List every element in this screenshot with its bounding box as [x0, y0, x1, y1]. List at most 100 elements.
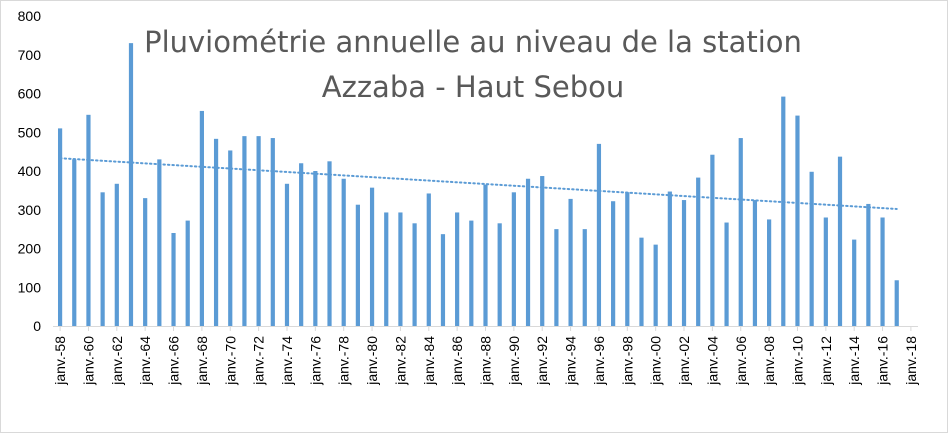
bar [866, 203, 871, 326]
bar [341, 178, 346, 326]
x-tick-label: janv.-72 [251, 336, 267, 386]
bar [639, 237, 644, 326]
x-tick-label: janv.-18 [903, 336, 919, 386]
bar [213, 138, 219, 326]
x-tick-label: janv.-76 [307, 336, 323, 386]
x-axis-tickmarks [59, 326, 912, 331]
x-tick-label: janv.-88 [478, 336, 494, 386]
x-tick-label: janv.-74 [279, 336, 295, 386]
bar [653, 244, 658, 327]
bar [398, 212, 403, 326]
bar [795, 115, 800, 326]
trendline [59, 157, 898, 210]
y-tick-label: 600 [18, 86, 42, 102]
x-tick-label: janv.-02 [676, 336, 692, 386]
x-tick-label: janv.-92 [534, 336, 550, 386]
bar [57, 128, 63, 327]
x-tick-label: janv.-94 [563, 336, 579, 386]
bar [667, 191, 672, 326]
bar [256, 136, 261, 327]
y-tick-label: 100 [18, 279, 42, 295]
bar [582, 229, 587, 327]
bar [767, 219, 772, 326]
bar [469, 220, 474, 326]
bar [511, 192, 516, 326]
bar [738, 138, 743, 326]
y-tick-label: 0 [33, 318, 41, 334]
x-tick-label: janv.-68 [194, 336, 210, 386]
bar [228, 150, 233, 326]
bar [284, 183, 290, 326]
bar [327, 161, 332, 326]
bar [455, 212, 460, 326]
bar [611, 201, 616, 326]
x-axis-tick-labels: janv.-58 janv.-60 janv.-62 janv.-64 janv.-66… [52, 336, 919, 386]
bar [355, 204, 360, 326]
y-tick-label: 200 [18, 241, 42, 257]
x-tick-label: janv.-06 [733, 336, 749, 386]
bar [128, 43, 134, 327]
bar [525, 178, 531, 326]
bar [710, 154, 715, 326]
x-tick-label: janv.-60 [80, 336, 96, 386]
x-tick-label: janv.-86 [449, 336, 465, 386]
bar [823, 217, 828, 326]
x-tick-label: janv.-64 [137, 336, 153, 386]
y-tick-label: 300 [18, 202, 42, 218]
bar [412, 223, 417, 326]
bar [369, 187, 375, 326]
bar [596, 143, 602, 327]
y-tick-label: 800 [18, 8, 42, 24]
bar [483, 184, 488, 326]
bar [724, 222, 729, 326]
bar [114, 183, 119, 326]
x-tick-label: janv.-66 [166, 336, 182, 386]
bar [185, 220, 190, 326]
x-tick-label: janv.-82 [392, 336, 408, 386]
bar [696, 177, 701, 326]
bar [270, 138, 275, 326]
bar [554, 229, 559, 327]
x-tick-label: janv.-04 [704, 336, 720, 386]
bar [242, 136, 247, 327]
bar [157, 159, 162, 327]
y-tick-label: 500 [18, 124, 42, 140]
bar [781, 96, 786, 326]
x-tick-label: janv.-08 [761, 336, 777, 386]
x-tick-label: janv.-96 [591, 336, 607, 386]
bar [440, 234, 446, 326]
y-tick-label: 700 [18, 47, 42, 63]
bar [880, 217, 885, 326]
bar [752, 200, 758, 326]
bar [894, 280, 899, 326]
bar [497, 223, 502, 326]
bar [72, 159, 77, 327]
x-tick-label: janv.-98 [619, 336, 635, 386]
x-tick-label: janv.-58 [52, 336, 68, 386]
bar [426, 193, 431, 326]
bar [171, 233, 176, 326]
bar [852, 239, 857, 326]
x-tick-label: janv.-14 [846, 336, 862, 386]
x-tick-label: janv.-10 [789, 336, 805, 386]
x-tick-label: janv.-78 [336, 336, 352, 386]
x-tick-label: janv.-70 [222, 336, 238, 386]
bar [681, 200, 687, 326]
x-tick-label: janv.-84 [421, 336, 437, 386]
bar [199, 110, 204, 326]
bar [86, 114, 91, 326]
bar [384, 212, 389, 326]
x-tick-label: janv.-12 [818, 336, 834, 386]
y-axis-ticks: 0 100 200 300 400 500 600 700 800 [18, 8, 42, 334]
bar [100, 192, 105, 326]
y-tick-label: 400 [18, 163, 42, 179]
bar-series [57, 43, 899, 327]
bar [568, 198, 573, 326]
chart-title-line-1: Pluviométrie annuelle au niveau de la st… [144, 25, 802, 59]
bar [540, 176, 545, 326]
x-tick-label: janv.-90 [506, 336, 522, 386]
bar [809, 171, 814, 326]
x-tick-label: janv.-62 [109, 336, 125, 386]
bar [313, 171, 318, 326]
